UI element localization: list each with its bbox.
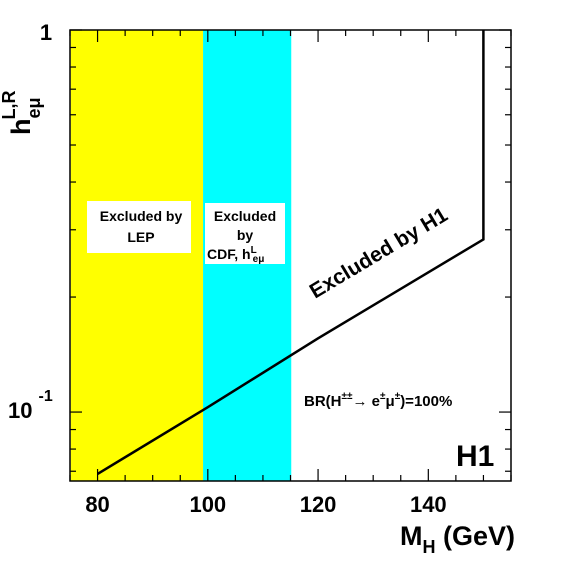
x-tick-label: 100: [189, 492, 226, 517]
y-tick-label-0.1: 10-1: [8, 388, 53, 423]
cdf-label-line2: by: [237, 227, 254, 243]
lep-label-line1: Excluded by: [100, 208, 183, 224]
x-tick-label: 120: [300, 492, 337, 517]
y-tick-label-1: 1: [40, 20, 52, 45]
y-axis-title: heμL,R: [0, 90, 44, 135]
axis-ticks: [69, 29, 512, 481]
h1-exclusion-curve: [96, 30, 485, 475]
experiment-label: H1: [456, 440, 494, 473]
br-annotation: BR(H±±→ e±μ±)=100%: [304, 391, 452, 410]
cdf-label-box: [205, 203, 285, 264]
lep-label-box: [87, 201, 191, 253]
lep-label-line2: LEP: [127, 229, 154, 245]
x-tick-label: 80: [85, 492, 109, 517]
cdf-label-line1: Excluded: [214, 208, 276, 224]
x-tick-label: 140: [410, 492, 447, 517]
svg-text:heμL,R: heμL,R: [0, 90, 44, 135]
x-axis-title: MH (GeV): [400, 521, 515, 557]
h1-curve-label: Excluded by H1: [306, 203, 452, 303]
cdf-label-line3: CDF, hL eμ: [207, 245, 264, 265]
lep-excluded-band: [70, 30, 204, 481]
